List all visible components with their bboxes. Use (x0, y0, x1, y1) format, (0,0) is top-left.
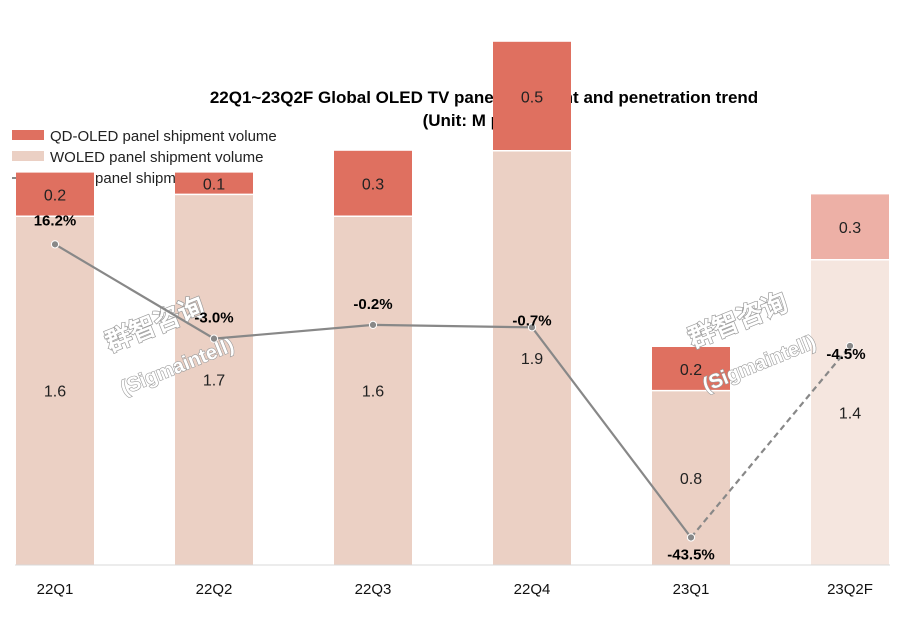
value-label-woled-22Q1: 1.6 (44, 384, 66, 401)
value-label-woled-22Q4: 1.9 (521, 351, 543, 368)
legend-swatch-qdoled (12, 130, 44, 140)
yoy-label-22Q3: -0.2% (353, 296, 392, 313)
yoy-label-22Q1: 16.2% (34, 212, 77, 229)
value-label-woled-23Q1: 0.8 (680, 471, 702, 488)
yoy-point-22Q2 (209, 334, 219, 343)
watermark-cn-right: 群智咨询 (683, 287, 792, 354)
bar-qdoled-22Q3 (334, 150, 412, 217)
yoy-line-forecast (690, 345, 851, 539)
yoy-label-23Q2F: -4.5% (826, 346, 865, 363)
yoy-label-23Q1: -43.5% (667, 546, 715, 563)
x-tick-label-22Q2: 22Q2 (196, 581, 233, 598)
value-label-woled-22Q3: 1.6 (362, 384, 384, 401)
value-label-qdoled-23Q2F: 0.3 (839, 220, 861, 237)
value-label-woled-23Q2F: 1.4 (839, 405, 861, 422)
value-label-woled-22Q2: 1.7 (203, 373, 225, 390)
x-tick-label-22Q4: 22Q4 (514, 581, 551, 598)
bar-woled-22Q2 (175, 194, 253, 565)
yoy-point-23Q1 (686, 533, 696, 542)
bar-woled-23Q2F (811, 259, 889, 565)
x-tick-label-23Q2F: 23Q2F (827, 581, 873, 598)
bar-woled-22Q1 (16, 216, 94, 565)
bar-qdoled-22Q2 (175, 172, 253, 195)
yoy-point-22Q4 (527, 323, 537, 332)
bar-woled-22Q4 (493, 150, 571, 566)
bar-qdoled-23Q1 (652, 347, 730, 391)
bar-qdoled-22Q4 (493, 41, 571, 151)
yoy-point-23Q2F (845, 341, 855, 351)
labels-layer: 1.6 0.2 1.7 0.1 1.6 0.3 1.9 0.5 0.8 0.2 1.4 0.3 16.2… (34, 89, 866, 563)
yoy-point-22Q3 (368, 320, 378, 329)
value-label-qdoled-23Q1: 0.2 (680, 362, 702, 379)
x-tick-label-23Q1: 23Q1 (673, 581, 710, 598)
bar-woled-22Q3 (334, 216, 412, 565)
x-tick-label-22Q3: 22Q3 (355, 581, 392, 598)
line-layer (50, 240, 855, 542)
chart-title: 22Q1~23Q2F Global OLED TV panel shipment… (210, 88, 758, 107)
value-label-qdoled-22Q3: 0.3 (362, 177, 384, 194)
bar-qdoled-23Q2F (811, 194, 889, 260)
legend-label-qdoled: QD-OLED panel shipment volume (50, 128, 277, 145)
value-label-qdoled-22Q4: 0.5 (521, 89, 543, 106)
yoy-label-22Q2: -3.0% (194, 310, 233, 327)
legend-label-woled: WOLED panel shipment volume (50, 149, 263, 166)
yoy-label-22Q4: -0.7% (512, 312, 551, 329)
bar-qdoled-22Q1 (16, 172, 94, 217)
x-axis: 22Q1 22Q2 22Q3 22Q4 23Q1 23Q2F (15, 564, 890, 598)
bars-layer (16, 41, 889, 566)
x-tick-label-22Q1: 22Q1 (37, 581, 74, 598)
value-label-qdoled-22Q1: 0.2 (44, 187, 66, 204)
value-label-qdoled-22Q2: 0.1 (203, 177, 225, 194)
yoy-point-22Q1 (50, 240, 60, 249)
legend-swatch-woled (12, 151, 44, 161)
